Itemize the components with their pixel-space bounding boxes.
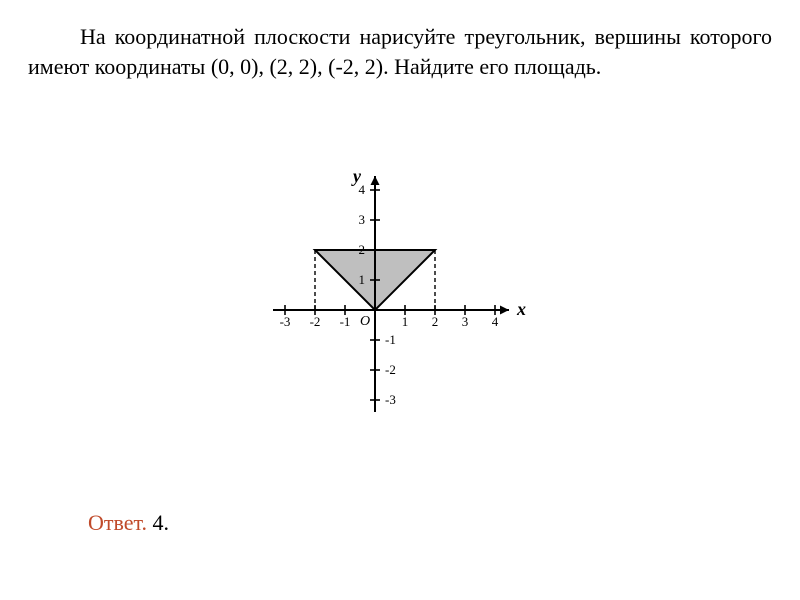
answer-row: Ответ. 4. (88, 510, 169, 536)
answer-value: 4. (153, 510, 170, 535)
svg-text:-1: -1 (340, 314, 351, 329)
svg-text:-1: -1 (385, 332, 396, 347)
coordinate-chart: -3-2-11234-3-2-11234Oxy (250, 155, 550, 415)
svg-text:-2: -2 (310, 314, 321, 329)
chart-svg: -3-2-11234-3-2-11234Oxy (250, 155, 550, 415)
svg-text:2: 2 (432, 314, 439, 329)
problem-text-content: На координатной плоскости нарисуйте треу… (28, 22, 772, 81)
svg-text:-3: -3 (280, 314, 291, 329)
svg-text:y: y (351, 166, 362, 186)
problem-text: На координатной плоскости нарисуйте треу… (28, 22, 772, 81)
svg-text:3: 3 (359, 212, 366, 227)
page: На координатной плоскости нарисуйте треу… (0, 0, 800, 600)
svg-text:1: 1 (359, 272, 366, 287)
svg-text:-3: -3 (385, 392, 396, 407)
svg-text:1: 1 (402, 314, 409, 329)
svg-text:-2: -2 (385, 362, 396, 377)
svg-text:2: 2 (359, 242, 366, 257)
answer-label: Ответ. (88, 510, 147, 535)
svg-text:x: x (516, 299, 526, 319)
svg-text:O: O (360, 314, 370, 329)
svg-text:3: 3 (462, 314, 469, 329)
svg-text:4: 4 (492, 314, 499, 329)
